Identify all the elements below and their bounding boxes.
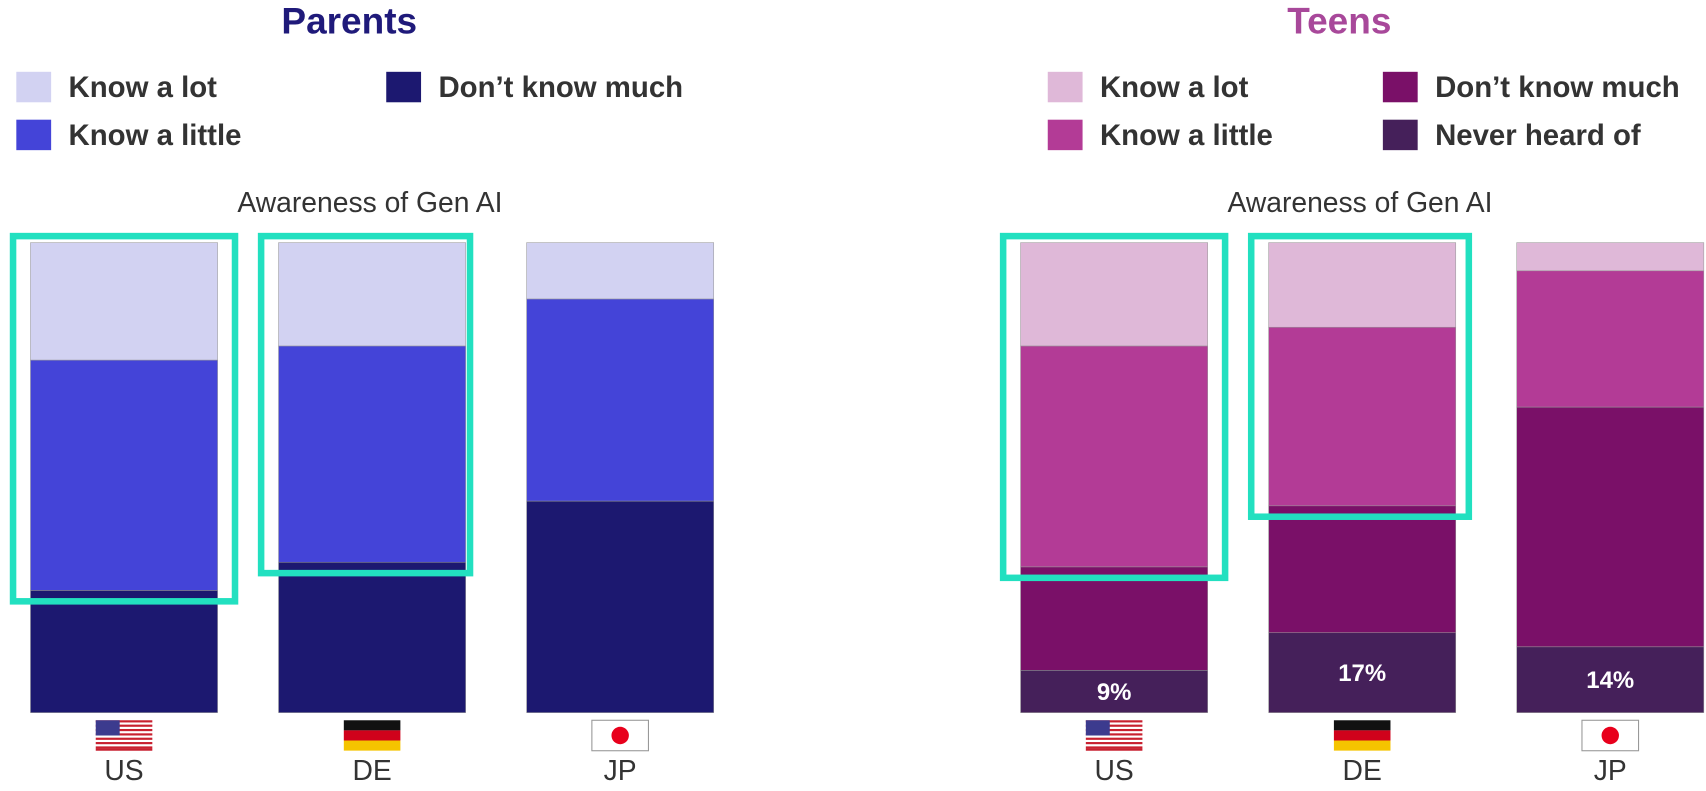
- flag-stripe: [1333, 730, 1391, 741]
- highlight-box: [257, 232, 474, 577]
- legend-swatch: [1382, 119, 1418, 151]
- bar-segment: [1268, 632, 1457, 713]
- x-tick-label: DE: [352, 754, 391, 786]
- data-label: 9%: [1097, 679, 1132, 706]
- highlight-box: [1247, 232, 1473, 520]
- bar-segment: [1268, 505, 1457, 634]
- flag-stripe: [1333, 740, 1391, 751]
- legend-swatch: [16, 119, 52, 151]
- flag-sun: [1601, 726, 1619, 745]
- bar-segment: [1020, 670, 1208, 713]
- legend-swatch: [16, 71, 52, 103]
- highlight-box: [9, 232, 239, 605]
- flag-stripe: [1085, 737, 1143, 740]
- flag-stripe: [343, 740, 401, 751]
- flag-stripe: [1085, 742, 1143, 745]
- bar-segment: [278, 345, 466, 563]
- flag-stripe: [1085, 720, 1143, 723]
- flag-stripe: [1333, 720, 1391, 731]
- x-tick-label: DE: [1343, 754, 1382, 786]
- flag-stripe: [95, 746, 153, 749]
- flag-canton: [1085, 720, 1110, 736]
- flag-stripe: [95, 733, 153, 736]
- legend-label: Know a little: [69, 119, 242, 152]
- bar-segment: [278, 561, 466, 713]
- flag-stripe: [1085, 724, 1143, 727]
- flag-stripe: [1085, 746, 1143, 749]
- flag-stripe: [343, 730, 401, 741]
- legend-label: Don’t know much: [1435, 71, 1680, 104]
- bar-segment: [30, 590, 218, 713]
- x-tick-label: US: [104, 754, 143, 786]
- chart-subtitle: Awareness of Gen AI: [237, 186, 502, 218]
- highlight-box: [999, 232, 1229, 582]
- bar-segment: [30, 359, 218, 591]
- chart-subtitle: Awareness of Gen AI: [1227, 186, 1492, 218]
- flag: [591, 719, 649, 752]
- bar-segment: [526, 500, 715, 713]
- flag: [1333, 720, 1391, 751]
- x-tick-label: JP: [1594, 754, 1627, 786]
- bar-segment: [1268, 242, 1457, 328]
- flag-stripe: [1085, 733, 1143, 736]
- data-label: 17%: [1338, 660, 1386, 687]
- bar-segment: [526, 298, 715, 502]
- legend-label: Know a lot: [69, 71, 218, 104]
- flag-stripe: [343, 720, 401, 731]
- flag: [343, 720, 401, 751]
- bar-segment: [1020, 345, 1208, 568]
- flag-stripe: [95, 737, 153, 740]
- chart: Parents Awareness of Gen AI Know a lot Know…: [9, 1, 715, 786]
- flag: [1581, 719, 1640, 752]
- bar-segment: [278, 242, 466, 347]
- legend-label: Know a lot: [1100, 71, 1249, 104]
- x-tick-label: US: [1094, 754, 1133, 786]
- legend-label: Don’t know much: [438, 71, 683, 104]
- flag-stripe: [95, 742, 153, 745]
- bar-segment: [1516, 406, 1705, 648]
- chart: Teens Awareness of Gen AI Know a lot Know a…: [999, 1, 1705, 786]
- bar-segment: [1268, 326, 1457, 507]
- bar-segment: [1020, 566, 1208, 671]
- legend-label: Know a little: [1100, 119, 1273, 152]
- legend-label: Never heard of: [1435, 119, 1641, 152]
- bar-segment: [1516, 242, 1705, 272]
- legend-swatch: [386, 71, 422, 103]
- flag-stripe: [95, 720, 153, 723]
- legend-swatch: [1047, 71, 1083, 103]
- legend-swatch: [1047, 119, 1083, 151]
- flag: [95, 720, 153, 751]
- bar-segment: [30, 242, 218, 361]
- flag-stripe: [1085, 748, 1143, 751]
- chart-title: Parents: [281, 1, 417, 42]
- chart-title: Teens: [1287, 1, 1391, 42]
- flag-stripe: [1085, 728, 1143, 732]
- legend-swatch: [1382, 71, 1418, 103]
- flag-canton: [95, 720, 120, 736]
- bar-segment: [1020, 242, 1208, 347]
- flag-sun: [611, 726, 629, 745]
- bar-segment: [526, 242, 715, 300]
- data-label: 14%: [1586, 667, 1634, 694]
- bar-segment: [1516, 646, 1705, 713]
- bar-segment: [1516, 270, 1705, 408]
- flag-stripe: [95, 724, 153, 727]
- x-tick-label: JP: [604, 754, 637, 786]
- flag: [1085, 720, 1143, 751]
- flag-stripe: [95, 728, 153, 732]
- flag-stripe: [95, 748, 153, 751]
